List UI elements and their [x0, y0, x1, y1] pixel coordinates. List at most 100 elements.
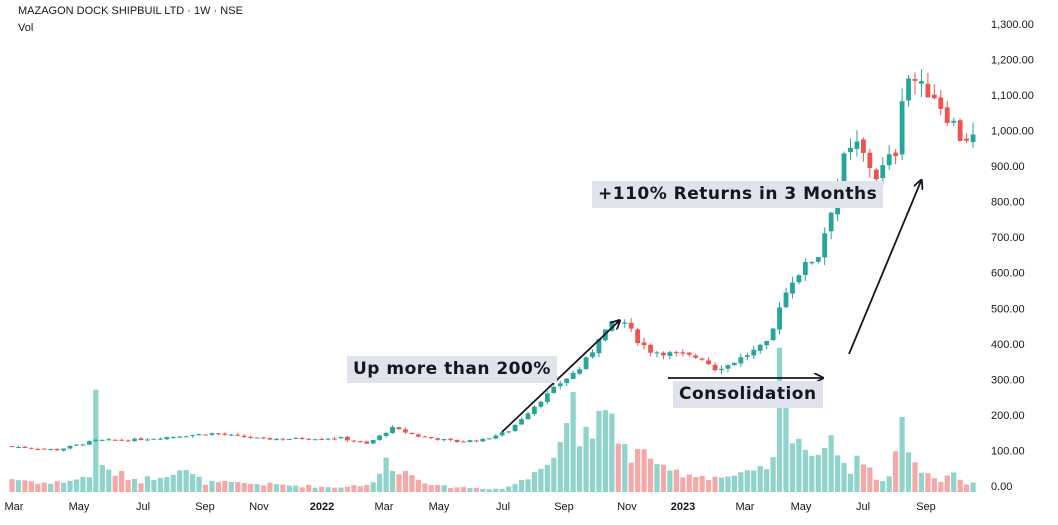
candle-body	[596, 339, 602, 354]
volume-bar	[602, 410, 608, 492]
candle-body	[686, 352, 692, 355]
candle-body	[16, 447, 21, 449]
candle-body	[841, 153, 847, 187]
volume-bar	[809, 455, 815, 492]
candle-body	[725, 365, 731, 369]
volume-bar	[525, 479, 531, 492]
volume-bar	[706, 480, 712, 492]
candle-body	[435, 438, 441, 440]
candle-body	[35, 449, 41, 451]
volume-bar	[751, 470, 757, 492]
x-tick-label: Sep	[916, 501, 936, 513]
volume-bar	[764, 469, 770, 492]
volume-bar	[893, 451, 899, 492]
volume-bar	[357, 486, 363, 492]
volume-bar	[622, 444, 628, 492]
consolidation-annotation[interactable]: Consolidation	[673, 381, 823, 408]
volume-bar	[905, 452, 912, 492]
volume-bar	[880, 481, 886, 492]
candle-body	[203, 434, 208, 436]
candle-body	[306, 438, 312, 440]
candle-body	[706, 360, 711, 365]
candle-body	[383, 432, 389, 436]
candle-body	[222, 433, 228, 435]
volume-bar	[396, 474, 402, 492]
returns-annotation[interactable]: +110% Returns in 3 Months	[592, 181, 884, 208]
candle-body	[544, 393, 550, 402]
volume-bar	[822, 447, 828, 492]
symbol-title[interactable]: MAZAGON DOCK SHIPBUIL LTD · 1W · NSE	[18, 5, 243, 17]
volume-bar	[9, 479, 15, 492]
candle-body	[280, 438, 286, 440]
candle-body	[125, 440, 131, 442]
volume-bar	[319, 486, 325, 492]
volume-bar	[731, 475, 737, 492]
candle-body	[415, 434, 421, 437]
volume-bar	[854, 455, 860, 492]
x-tick-label: Mar	[5, 501, 24, 513]
volume-label[interactable]: Vol	[18, 22, 34, 34]
x-tick-label: Nov	[617, 501, 637, 513]
volume-bar	[577, 446, 583, 492]
candle-body	[112, 439, 118, 441]
volume-bar	[267, 482, 273, 492]
y-tick-label: 400.00	[991, 339, 1025, 351]
time-axis[interactable]: Mar May Jul Sep Nov 2022 Mar May Jul Sep Nov 2023 Ma…	[5, 501, 936, 513]
volume-bar	[886, 476, 892, 492]
candle-body	[802, 262, 808, 276]
candle-body	[312, 439, 318, 441]
candle-body	[519, 419, 524, 425]
volume-bar	[506, 486, 512, 492]
volume-bar	[370, 482, 376, 492]
candle-body	[448, 438, 453, 440]
candle-body	[828, 212, 834, 232]
volume-bar	[157, 477, 163, 492]
candle-body	[157, 438, 163, 440]
candle-body	[377, 435, 383, 440]
price-axis[interactable]: 1,300.00 1,200.00 1,100.00 1,000.00 900.00 80…	[991, 19, 1034, 493]
volume-bar	[480, 488, 486, 492]
volume-bar	[241, 483, 247, 492]
volume-bar	[112, 475, 118, 492]
candle-body	[145, 439, 150, 441]
volume-bar	[628, 462, 634, 492]
candle-body	[216, 433, 221, 435]
candle-body	[822, 233, 828, 258]
volume-bar	[873, 479, 879, 492]
candle-body	[274, 438, 279, 441]
volume-bar	[938, 481, 944, 492]
candle-body	[693, 355, 699, 358]
candle-body	[409, 432, 415, 435]
candle-body	[673, 352, 679, 354]
candle-body	[970, 134, 976, 142]
volume-bar	[273, 484, 280, 492]
candle-body	[783, 292, 789, 308]
candle-body	[764, 341, 770, 346]
volume-bar	[609, 413, 615, 492]
candle-body	[132, 438, 137, 442]
volume-bar	[86, 477, 92, 492]
candle-body	[119, 439, 125, 441]
volume-bar	[835, 455, 841, 492]
volume-bar	[957, 479, 963, 492]
candle-body	[944, 107, 950, 123]
volume-bar	[499, 489, 505, 492]
chart-legend: MAZAGON DOCK SHIPBUIL LTD · 1W · NSE Vol	[18, 3, 243, 37]
volume-bar	[847, 473, 854, 492]
candle-body	[861, 139, 866, 154]
up-200-annotation[interactable]: Up more than 200%	[347, 356, 557, 383]
volume-bar	[770, 457, 776, 492]
volume-bar	[841, 462, 847, 492]
candle-body	[957, 120, 963, 142]
volume-bar	[925, 473, 931, 492]
volume-bar	[970, 482, 976, 492]
candle-body	[99, 439, 105, 441]
volume-bar	[415, 479, 421, 492]
volume-bar	[131, 478, 138, 492]
candle-body	[41, 448, 47, 450]
volume-bar	[61, 482, 67, 492]
volume-bar	[209, 480, 215, 492]
candle-body	[499, 432, 505, 436]
candle-body	[190, 435, 195, 437]
